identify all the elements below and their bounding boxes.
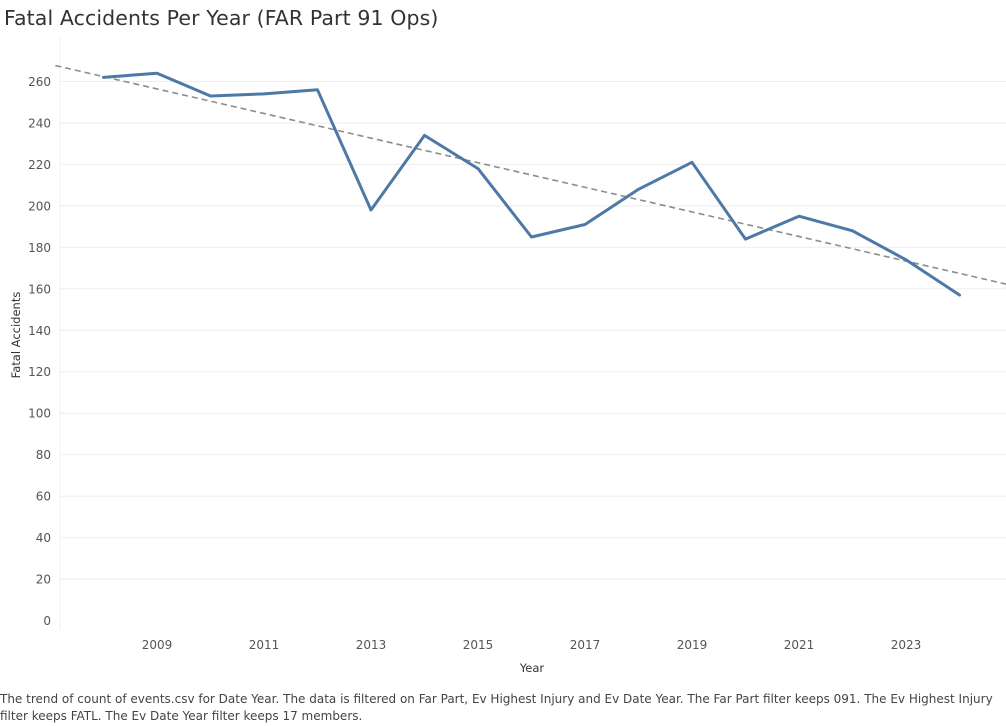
- y-tick-label: 240: [28, 116, 51, 130]
- chart-title: Fatal Accidents Per Year (FAR Part 91 Op…: [4, 6, 439, 30]
- data-point: [798, 215, 801, 218]
- data-point: [316, 88, 319, 91]
- data-point: [691, 161, 694, 164]
- x-axis-ticks: 2009 2011 2013 2015 2017 2019 2021 2023: [142, 638, 922, 652]
- data-point: [209, 95, 212, 98]
- y-tick-label: 80: [36, 448, 51, 462]
- y-tick-label: 20: [36, 573, 51, 587]
- chart-caption: The trend of count of events.csv for Dat…: [0, 692, 993, 723]
- data-point: [530, 235, 533, 238]
- data-point: [637, 188, 640, 191]
- data-point: [851, 229, 854, 232]
- y-tick-label: 260: [28, 75, 51, 89]
- y-tick-label: 100: [28, 407, 51, 421]
- data-point: [958, 294, 961, 297]
- data-point: [102, 76, 105, 79]
- x-tick-label: 2017: [570, 638, 601, 652]
- y-tick-label: 180: [28, 241, 51, 255]
- y-tick-label: 0: [43, 614, 51, 628]
- y-axis-title: Fatal Accidents: [9, 292, 23, 379]
- trend-line-layer: [55, 64, 1006, 285]
- data-point: [370, 209, 373, 212]
- gridlines: [59, 36, 1006, 630]
- y-tick-label: 200: [28, 199, 51, 213]
- y-tick-label: 220: [28, 158, 51, 172]
- x-axis-title: Year: [519, 661, 545, 675]
- line-chart: 0 20 40 60 80 100 120 140 160 180 200 220 240 260 200…: [9, 36, 1006, 675]
- x-tick-label: 2021: [784, 638, 815, 652]
- series-layer: [102, 71, 961, 297]
- y-tick-label: 160: [28, 282, 51, 296]
- data-point: [744, 238, 747, 241]
- x-tick-label: 2019: [677, 638, 708, 652]
- trend-line: [55, 64, 1006, 285]
- x-tick-label: 2011: [249, 638, 280, 652]
- data-point: [156, 72, 159, 75]
- data-point: [905, 258, 908, 261]
- series-line: [102, 71, 961, 297]
- y-tick-label: 60: [36, 490, 51, 504]
- x-tick-label: 2015: [463, 638, 494, 652]
- data-point: [423, 134, 426, 137]
- y-tick-label: 40: [36, 531, 51, 545]
- y-axis-ticks: 0 20 40 60 80 100 120 140 160 180 200 220 240 260: [28, 75, 51, 628]
- data-point: [584, 223, 587, 226]
- y-tick-label: 120: [28, 365, 51, 379]
- x-tick-label: 2009: [142, 638, 173, 652]
- x-tick-label: 2023: [891, 638, 922, 652]
- y-tick-label: 140: [28, 324, 51, 338]
- data-point: [477, 167, 480, 170]
- x-tick-label: 2013: [356, 638, 387, 652]
- data-point: [263, 92, 266, 95]
